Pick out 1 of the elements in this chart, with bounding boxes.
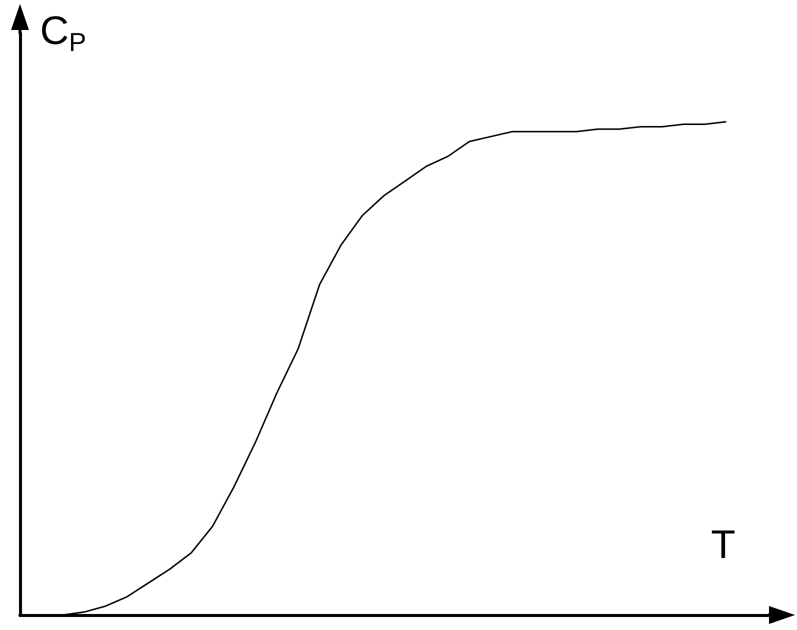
x-axis-title: T (711, 523, 736, 567)
